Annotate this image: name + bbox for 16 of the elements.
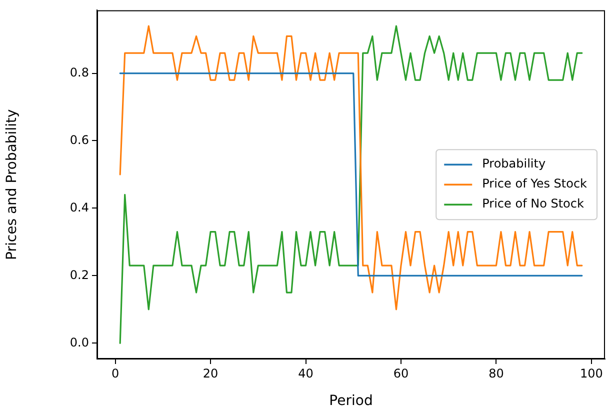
x-axis-title: Period bbox=[329, 393, 373, 410]
y-tick-label: 0.0 bbox=[70, 335, 89, 350]
y-tick-label: 0.2 bbox=[70, 268, 89, 282]
y-tick-label: 0.4 bbox=[70, 200, 89, 214]
y-tick-label: 0.6 bbox=[70, 132, 89, 147]
x-tick-label: 60 bbox=[393, 366, 409, 380]
x-tick-label: 80 bbox=[488, 366, 504, 380]
x-tick-label: 0 bbox=[112, 366, 120, 380]
x-tick-label: 20 bbox=[202, 366, 218, 380]
x-tick-label: 40 bbox=[298, 366, 314, 380]
legend-label: Probability bbox=[482, 156, 546, 171]
legend-label: Price of Yes Stock bbox=[482, 176, 588, 191]
x-tick-label: 100 bbox=[580, 366, 603, 380]
y-axis-title: Prices and Probability bbox=[4, 109, 20, 260]
y-tick-label: 0.8 bbox=[70, 65, 89, 80]
legend-label: Price of No Stock bbox=[482, 196, 584, 211]
